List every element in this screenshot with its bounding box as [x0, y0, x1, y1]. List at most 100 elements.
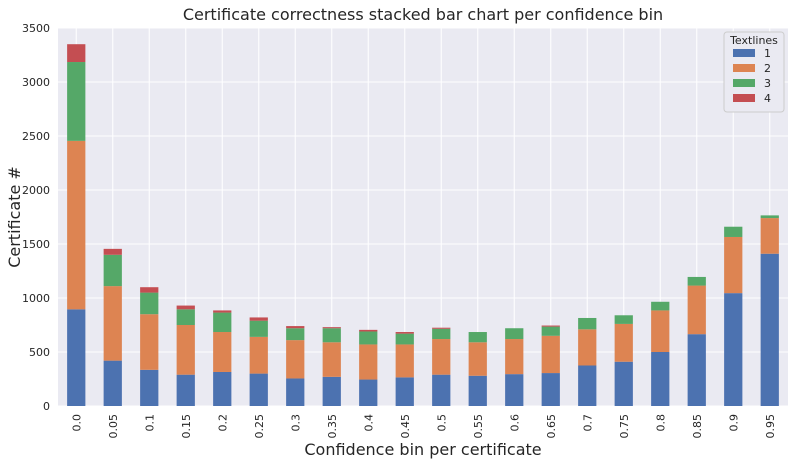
bar-segment-series-1-bin-0.7	[578, 365, 597, 406]
bar-segment-series-3-bin-0.0	[67, 62, 86, 141]
bar-segment-series-3-bin-0.2	[213, 312, 232, 333]
x-tick-label: 0.55	[472, 414, 485, 439]
bar-segment-series-3-bin-0.55	[468, 332, 487, 343]
y-tick-label: 0	[43, 400, 50, 413]
bar-segment-series-1-bin-0.05	[103, 360, 122, 406]
x-tick-label: 0.35	[326, 414, 339, 439]
x-tick-label: 0.95	[764, 414, 777, 439]
bar-segment-series-2-bin-0.8	[651, 310, 670, 352]
bar-segment-series-2-bin-0.9	[724, 236, 743, 294]
bar-segment-series-1-bin-0.55	[468, 375, 487, 406]
bar-segment-series-3-bin-0.05	[103, 254, 122, 287]
bar-segment-series-3-bin-0.3	[286, 328, 305, 341]
bar-segment-series-3-bin-0.75	[614, 315, 633, 324]
x-tick-label: 0.0	[70, 414, 83, 432]
bar-segment-series-2-bin-0.75	[614, 323, 633, 362]
bar-segment-series-3-bin-0.6	[505, 328, 524, 340]
legend: Textlines 1 2 3 4	[723, 31, 785, 113]
x-tick-label: 0.15	[180, 414, 193, 439]
bar-segment-series-3-bin-0.65	[541, 326, 560, 336]
bar-segment-series-3-bin-0.85	[687, 276, 706, 286]
bar-segment-series-4-bin-0.2	[213, 310, 232, 313]
bar-segment-series-3-bin-0.4	[359, 331, 378, 345]
x-tick-label: 0.4	[362, 414, 375, 432]
chart-title: Certificate correctness stacked bar char…	[183, 5, 663, 24]
bar-segment-series-3-bin-0.8	[651, 301, 670, 311]
bar-segment-series-1-bin-0.45	[395, 377, 414, 406]
bar-segment-series-1-bin-0.8	[651, 352, 670, 406]
bar-segment-series-4-bin-0.35	[322, 327, 341, 329]
bar-segment-series-2-bin-0.85	[687, 285, 706, 335]
bar-segment-series-2-bin-0.5	[432, 339, 451, 375]
legend-swatch-4	[733, 94, 755, 102]
bar-segment-series-1-bin-0.25	[249, 373, 268, 406]
bar-segment-series-3-bin-0.15	[176, 309, 195, 325]
x-tick-label: 0.25	[253, 414, 266, 439]
legend-label-3: 3	[764, 77, 771, 90]
y-tick-label: 1000	[22, 292, 50, 305]
bar-segment-series-1-bin-0.15	[176, 374, 195, 406]
bar-segment-series-1-bin-0.65	[541, 373, 560, 406]
bar-segment-series-2-bin-0.45	[395, 344, 414, 378]
x-tick-label: 0.7	[581, 414, 594, 432]
bar-segment-series-1-bin-0.95	[760, 253, 779, 406]
bar-segment-series-4-bin-0.0	[67, 44, 86, 63]
bar-segment-series-3-bin-0.45	[395, 333, 414, 345]
x-tick-label: 0.5	[435, 414, 448, 432]
bar-segment-series-1-bin-0.85	[687, 334, 706, 406]
bar-segment-series-4-bin-0.4	[359, 329, 378, 332]
x-tick-label: 0.1	[143, 414, 156, 432]
bar-segment-series-3-bin-0.5	[432, 328, 451, 340]
legend-title: Textlines	[729, 34, 778, 47]
legend-swatch-3	[733, 79, 755, 87]
bar-segment-series-2-bin-0.65	[541, 335, 560, 374]
bar-segment-series-2-bin-0.3	[286, 340, 305, 379]
y-tick-label: 1500	[22, 238, 50, 251]
bar-segment-series-2-bin-0.25	[249, 336, 268, 374]
bar-segment-series-4-bin-0.15	[176, 305, 195, 310]
y-tick-label: 2000	[22, 184, 50, 197]
bar-segment-series-3-bin-0.35	[322, 328, 341, 343]
bar-segment-series-2-bin-0.7	[578, 329, 597, 366]
bar-segment-series-2-bin-0.05	[103, 286, 122, 361]
x-tick-label: 0.85	[691, 414, 704, 439]
bar-segment-series-2-bin-0.2	[213, 332, 232, 372]
y-tick-label: 3000	[22, 76, 50, 89]
bar-segment-series-2-bin-0.95	[760, 218, 779, 254]
bar-segment-series-1-bin-0.4	[359, 379, 378, 406]
bar-segment-series-1-bin-0.3	[286, 378, 305, 406]
x-tick-labels: 0.0 0.05 0.1 0.15 0.2 0.25 0.3 0.35 0.4 0.45 0.5 0.…	[70, 414, 777, 439]
bar-segment-series-2-bin-0.1	[140, 314, 159, 370]
legend-swatch-1	[733, 49, 755, 57]
bar-segment-series-1-bin-0.0	[67, 309, 86, 406]
bar-segment-series-3-bin-0.7	[578, 317, 597, 330]
x-tick-label: 0.2	[216, 414, 229, 432]
x-axis-title: Confidence bin per certificate	[304, 440, 541, 459]
bar-segment-series-4-bin-0.65	[541, 325, 560, 327]
legend-label-4: 4	[764, 92, 771, 105]
bar-segment-series-1-bin-0.35	[322, 376, 341, 406]
bar-segment-series-4-bin-0.05	[103, 248, 122, 255]
bar-segment-series-1-bin-0.2	[213, 371, 232, 406]
y-tick-labels: 0 500 1000 1500 2000 2500 3000 3500	[22, 22, 50, 413]
bar-segment-series-4-bin-0.45	[395, 332, 414, 334]
y-tick-label: 500	[29, 346, 50, 359]
legend-swatch-2	[733, 64, 755, 72]
bar-segment-series-2-bin-0.35	[322, 342, 341, 377]
x-tick-label: 0.9	[727, 414, 740, 432]
bar-segment-series-4-bin-0.25	[249, 317, 268, 321]
bar-segment-series-2-bin-0.4	[359, 344, 378, 380]
y-tick-label: 2500	[22, 130, 50, 143]
bars	[67, 44, 779, 406]
x-tick-label: 0.05	[107, 414, 120, 439]
plot-background	[58, 28, 788, 406]
bar-segment-series-2-bin-0.55	[468, 342, 487, 376]
x-tick-label: 0.8	[654, 414, 667, 432]
bar-segment-series-3-bin-0.25	[249, 320, 268, 337]
bar-segment-series-4-bin-0.3	[286, 326, 305, 329]
bar-segment-series-3-bin-0.9	[724, 226, 743, 237]
bar-segment-series-1-bin-0.75	[614, 361, 633, 406]
x-tick-label: 0.65	[545, 414, 558, 439]
